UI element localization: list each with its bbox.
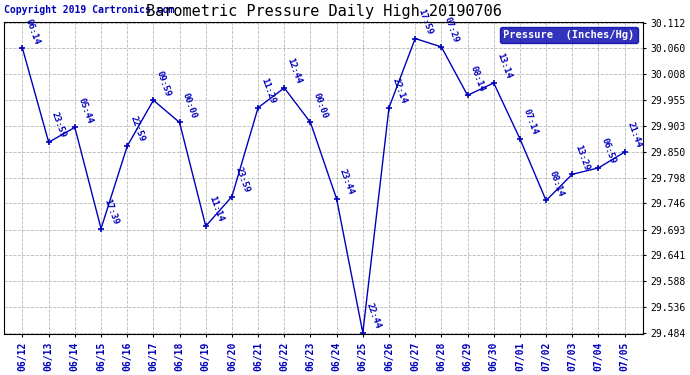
Text: 23:59: 23:59 <box>233 165 251 194</box>
Text: 05:44: 05:44 <box>76 96 94 124</box>
Text: 07:14: 07:14 <box>521 108 539 136</box>
Text: 23:59: 23:59 <box>50 111 68 140</box>
Text: 22:14: 22:14 <box>391 76 408 105</box>
Title: Barometric Pressure Daily High 20190706: Barometric Pressure Daily High 20190706 <box>146 4 502 19</box>
Text: 17:59: 17:59 <box>417 8 434 36</box>
Text: 00:00: 00:00 <box>181 92 199 120</box>
Text: 06:14: 06:14 <box>24 17 41 46</box>
Text: 13:14: 13:14 <box>495 52 513 80</box>
Text: 17:39: 17:39 <box>102 198 120 226</box>
Text: 09:59: 09:59 <box>155 69 172 98</box>
Text: 22:59: 22:59 <box>128 115 146 143</box>
Text: 07:29: 07:29 <box>443 16 460 44</box>
Text: 11:14: 11:14 <box>207 195 225 223</box>
Text: Copyright 2019 Cartronics.com: Copyright 2019 Cartronics.com <box>4 6 175 15</box>
Text: 00:00: 00:00 <box>312 92 330 120</box>
Text: 08:14: 08:14 <box>547 170 565 198</box>
Legend: Pressure  (Inches/Hg): Pressure (Inches/Hg) <box>500 27 638 43</box>
Text: 23:44: 23:44 <box>338 168 355 196</box>
Text: 06:59: 06:59 <box>600 137 618 165</box>
Text: 11:29: 11:29 <box>259 76 277 105</box>
Text: 13:29: 13:29 <box>573 143 591 171</box>
Text: 08:14: 08:14 <box>469 64 486 93</box>
Text: 22:44: 22:44 <box>364 302 382 330</box>
Text: 12:44: 12:44 <box>286 57 304 85</box>
Text: 21:44: 21:44 <box>626 121 644 149</box>
